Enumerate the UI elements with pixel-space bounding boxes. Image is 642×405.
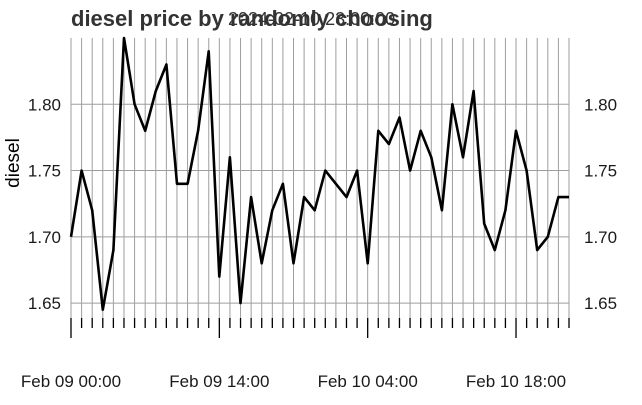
grid-lines (70, 38, 570, 323)
x-tick-label: Feb 10 04:00 (318, 372, 418, 391)
y-axis-label: diesel (3, 138, 24, 188)
x-tick-label: Feb 09 14:00 (169, 372, 269, 391)
chart-subtitle: 2024-02-10 23:00:00 (228, 9, 395, 29)
y-tick-label-left: 1.70 (28, 228, 61, 247)
y-tick-label-left: 1.65 (28, 294, 61, 313)
y-tick-label-left: 1.75 (28, 162, 61, 181)
x-tick-label: Feb 09 00:00 (21, 372, 121, 391)
x-tick-label: Feb 10 18:00 (466, 372, 566, 391)
chart-title: diesel price by randomly choosing (71, 6, 433, 31)
y-tick-label-right: 1.80 (584, 95, 617, 114)
tick-labels: 1.65 1.65 1.70 1.70 1.75 1.75 1.80 1.80 Feb 09 0… (21, 95, 617, 391)
y-tick-label-right: 1.65 (584, 294, 617, 313)
axis-ticks (70, 318, 570, 338)
diesel-price-line (69, 36, 569, 312)
y-tick-label-left: 1.80 (28, 95, 61, 114)
y-tick-label-right: 1.75 (584, 162, 617, 181)
y-tick-label-right: 1.70 (584, 228, 617, 247)
